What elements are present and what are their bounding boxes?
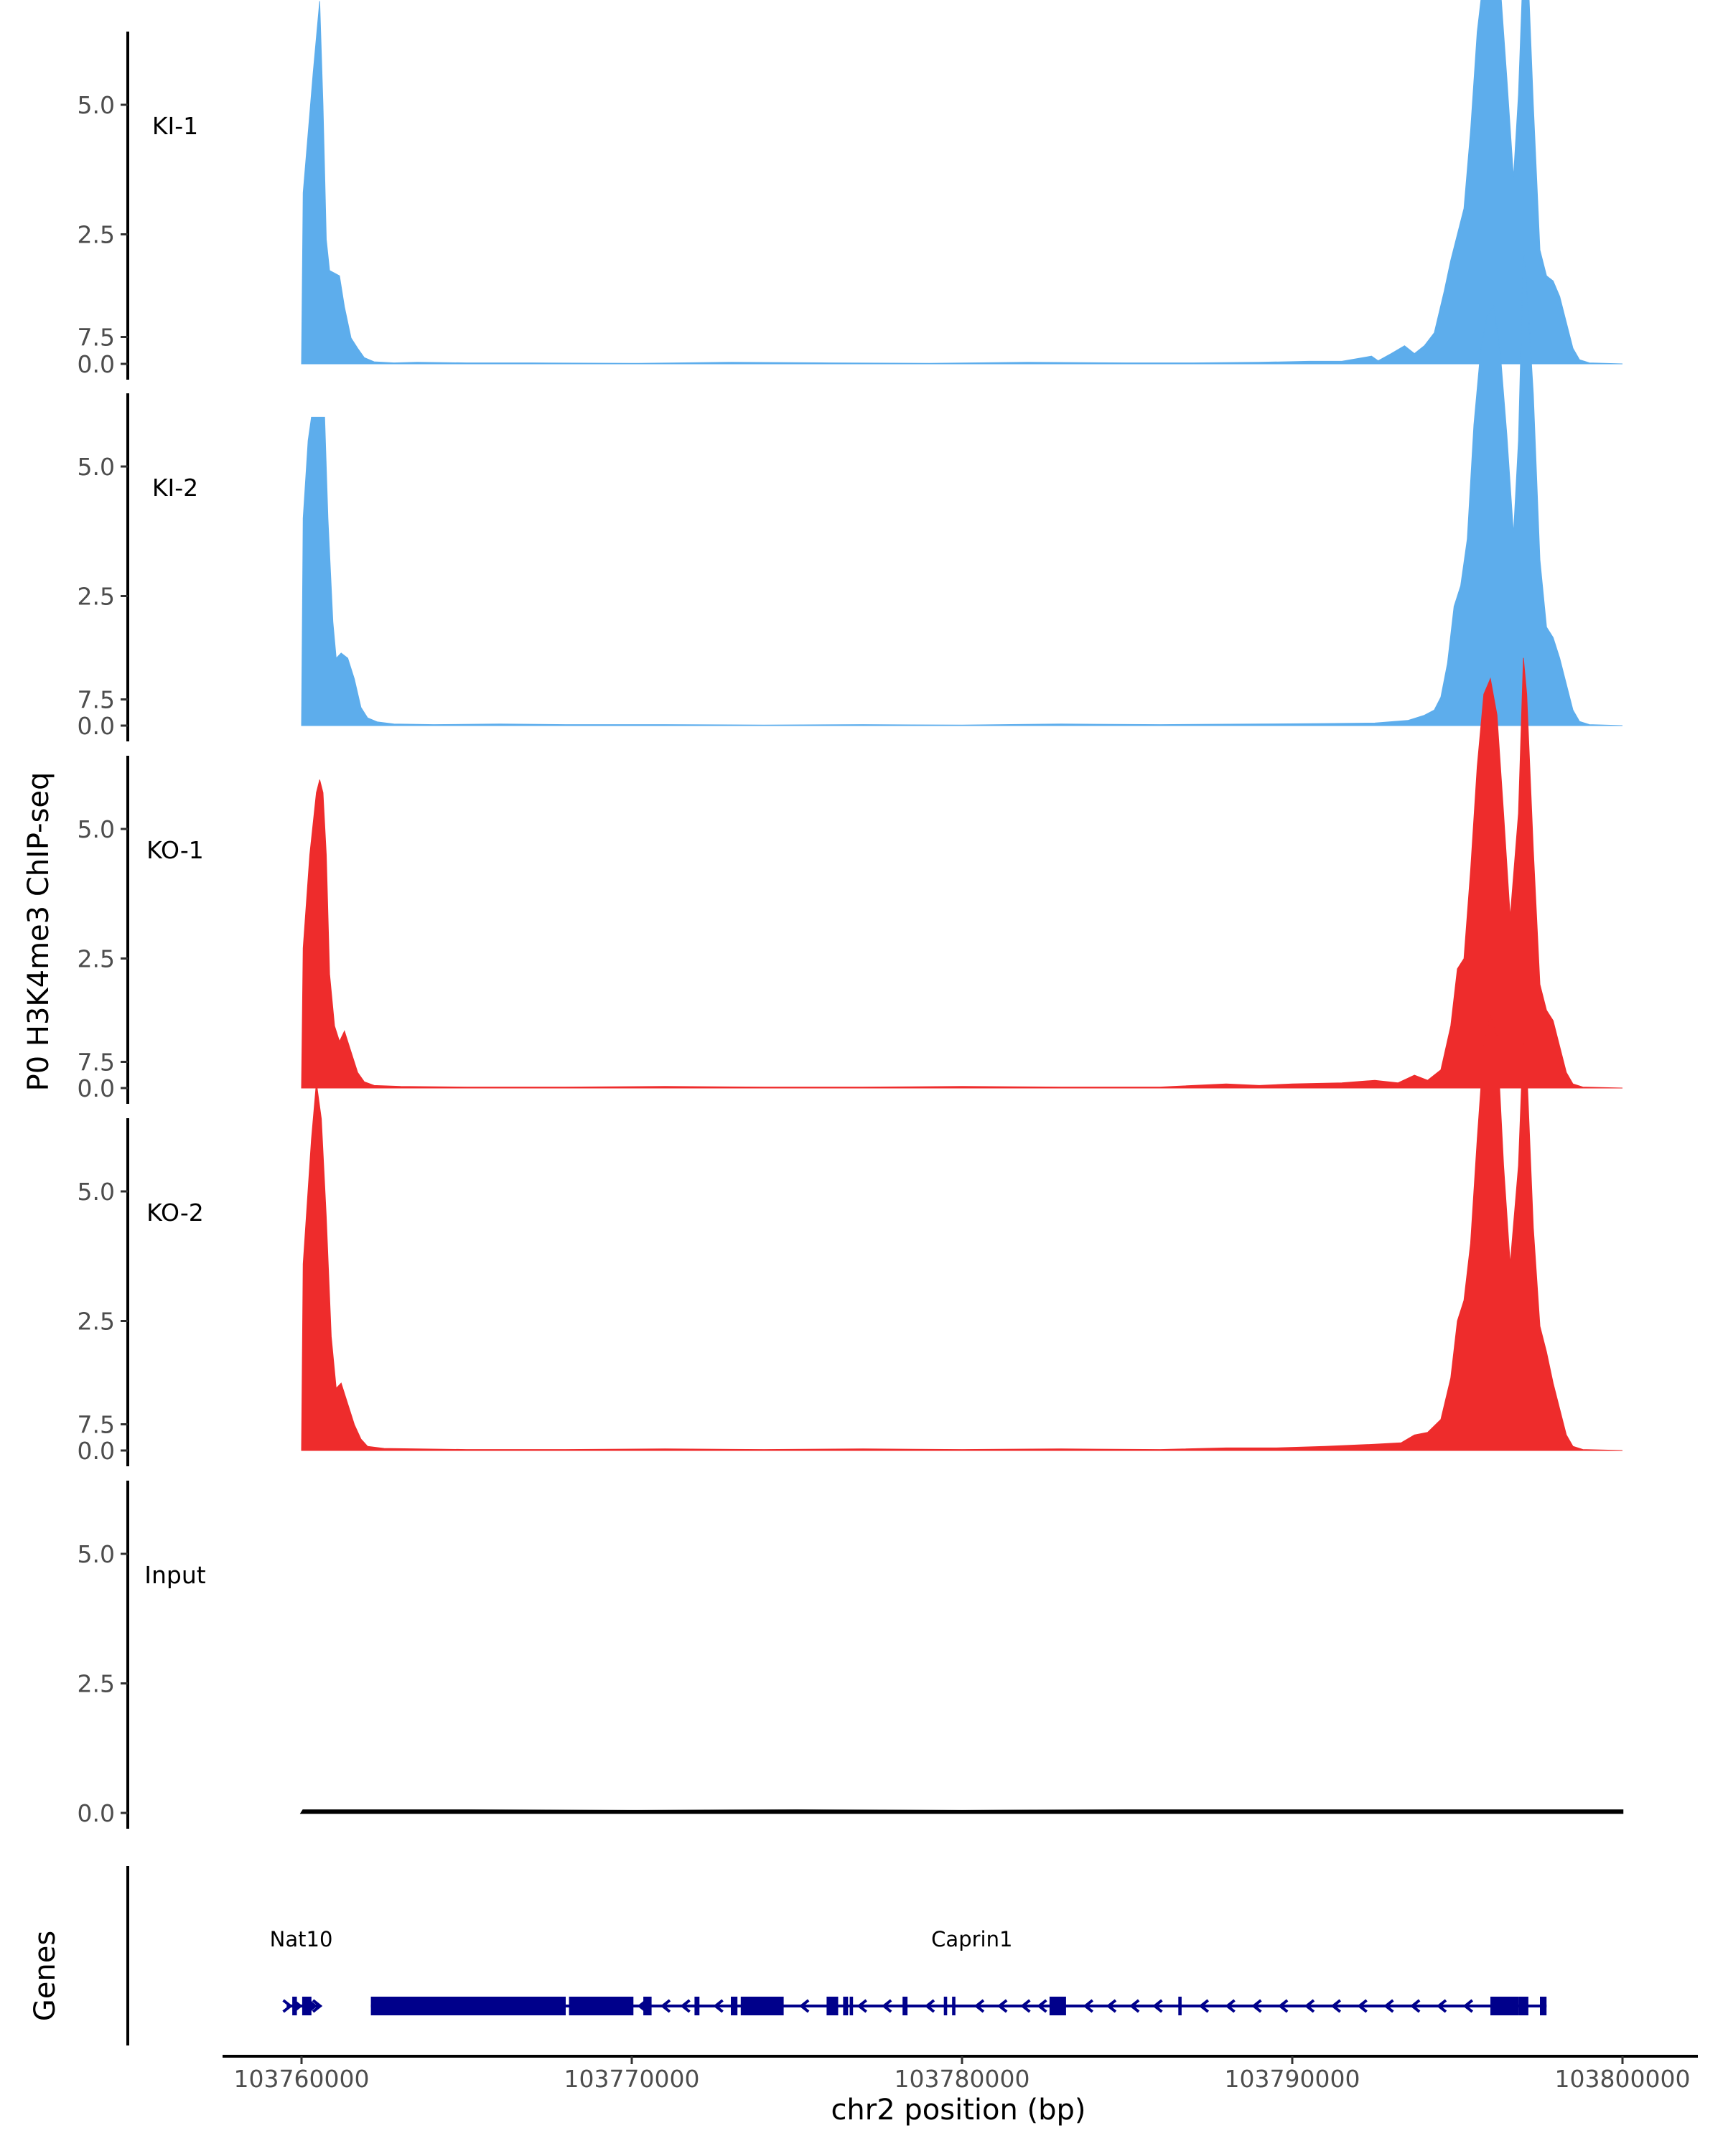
strand-arrow bbox=[713, 1999, 724, 2013]
y-tick-label: 2.5 bbox=[78, 1308, 115, 1336]
gene-exon bbox=[943, 1997, 948, 2015]
y-tick-label: 7.5 bbox=[78, 686, 115, 714]
strand-arrow bbox=[1304, 1999, 1315, 2013]
gene-exon bbox=[569, 1997, 634, 2015]
gene-exon bbox=[643, 1997, 652, 2015]
y-tick-label: 0.0 bbox=[78, 1437, 115, 1465]
strand-arrow bbox=[1020, 1999, 1031, 2013]
y-tick-label: 2.5 bbox=[78, 945, 115, 973]
gene-exon bbox=[370, 1997, 500, 2015]
coverage-area-ki-1 bbox=[301, 0, 1623, 365]
strand-arrow bbox=[924, 1999, 935, 2013]
gene-name-label: Caprin1 bbox=[931, 1927, 1012, 1951]
genes-track-title: Genes bbox=[29, 1931, 62, 2021]
x-axis: chr2 position (bp) 103760000 103770000 103… bbox=[223, 2055, 1698, 2127]
strand-arrow bbox=[1330, 1999, 1342, 2013]
y-tick-label: 2.5 bbox=[78, 583, 115, 611]
strand-arrow bbox=[1198, 1999, 1210, 2013]
gene-exon bbox=[731, 1997, 738, 2015]
strand-arrow bbox=[1083, 1999, 1094, 2013]
strand-arrow bbox=[1106, 1999, 1117, 2013]
y-tick-label: 5.0 bbox=[78, 1178, 115, 1206]
y-tick-label: 0.0 bbox=[78, 350, 115, 378]
gene-exon bbox=[292, 1997, 297, 2015]
gene-exon bbox=[952, 1997, 956, 2015]
track-label: KO-2 bbox=[146, 1199, 204, 1227]
track-panel-ki-1: 0.0 2.5 5.0 7.5 KI-1 bbox=[78, 0, 1623, 380]
strand-arrow bbox=[856, 1999, 867, 2013]
gene-exon bbox=[1049, 1997, 1066, 2015]
y-tick-label: 2.5 bbox=[78, 221, 115, 249]
coverage-area-ko-2 bbox=[301, 1013, 1623, 1451]
strand-arrow bbox=[1152, 1999, 1163, 2013]
track-label: KO-1 bbox=[146, 836, 204, 864]
y-tick-label: 5.0 bbox=[78, 815, 115, 843]
strand-arrow bbox=[1277, 1999, 1289, 2013]
strand-arrow bbox=[660, 1999, 671, 2013]
coverage-area-input bbox=[299, 1809, 1624, 1814]
y-tick-label: 5.0 bbox=[78, 453, 115, 481]
strand-arrow bbox=[292, 1999, 303, 2013]
strand-arrow bbox=[282, 1999, 293, 2013]
strand-arrow bbox=[881, 1999, 892, 2013]
y-tick-label: 0.0 bbox=[78, 1074, 115, 1102]
x-tick-label: 103760000 bbox=[234, 2065, 370, 2093]
track-panel-ko-2: 0.0 2.5 5.0 7.5 KO-2 bbox=[78, 1013, 1623, 1466]
strand-arrow bbox=[1409, 1999, 1421, 2013]
strand-arrow bbox=[1251, 1999, 1262, 2013]
gene-exon bbox=[302, 1997, 312, 2015]
x-axis-title: chr2 position (bp) bbox=[831, 2094, 1085, 2127]
gene-exon bbox=[826, 1997, 839, 2015]
y-tick-label: 5.0 bbox=[78, 91, 115, 119]
y-tick-label: 0.0 bbox=[78, 1799, 115, 1827]
coverage-tracks: 0.0 2.5 5.0 7.5 KI-1 0.0 2.5 5.0 7.5 KI-2 0.0 2.5 5.… bbox=[78, 0, 1624, 1829]
strand-arrow bbox=[312, 1999, 323, 2013]
gene-exon bbox=[1518, 1997, 1528, 2015]
strand-arrow bbox=[996, 1999, 1008, 2013]
track-label: KI-2 bbox=[152, 474, 198, 502]
y-tick-label: 7.5 bbox=[78, 324, 115, 352]
gene-exon bbox=[843, 1997, 849, 2015]
strand-arrow bbox=[1037, 1999, 1047, 2013]
strand-arrow bbox=[1129, 1999, 1140, 2013]
strand-arrow bbox=[637, 1999, 648, 2013]
y-tick-label: 7.5 bbox=[78, 1049, 115, 1077]
gene-exon bbox=[849, 1997, 854, 2015]
coverage-area-ki-2 bbox=[301, 248, 1623, 726]
strand-arrow bbox=[680, 1999, 691, 2013]
strand-arrow bbox=[1383, 1999, 1394, 2013]
gene-exon bbox=[1490, 1997, 1519, 2015]
gene-name-label: Nat10 bbox=[270, 1927, 333, 1951]
strand-arrow bbox=[307, 1999, 318, 2013]
gene-annotation-track: Genes Nat10 Caprin1 bbox=[29, 1866, 1547, 2045]
strand-arrow bbox=[1225, 1999, 1236, 2013]
strand-arrow bbox=[973, 1999, 985, 2013]
x-tick-label: 103800000 bbox=[1555, 2065, 1691, 2093]
x-tick-label: 103780000 bbox=[895, 2065, 1030, 2093]
y-tick-label: 2.5 bbox=[78, 1670, 115, 1698]
y-tick-label: 7.5 bbox=[78, 1411, 115, 1439]
y-tick-label: 5.0 bbox=[78, 1540, 115, 1568]
x-tick-label: 103770000 bbox=[564, 2065, 700, 2093]
gene-exon bbox=[694, 1997, 700, 2015]
y-axis-title: P0 H3K4me3 ChIP-seq bbox=[22, 772, 55, 1092]
strand-arrow bbox=[798, 1999, 810, 2013]
track-panel-input: 0.0 2.5 5.0 7.5 Input bbox=[78, 1411, 1624, 1829]
y-tick-label: 0.0 bbox=[78, 712, 115, 740]
gene-exon bbox=[740, 1997, 784, 2015]
gene-exon bbox=[902, 1997, 908, 2015]
strand-arrow bbox=[1357, 1999, 1368, 2013]
gene-exon bbox=[1540, 1997, 1547, 2015]
x-tick-label: 103790000 bbox=[1225, 2065, 1360, 2093]
strand-arrow bbox=[1462, 1999, 1474, 2013]
track-label: KI-1 bbox=[152, 112, 198, 140]
gene-caprin1: Caprin1 bbox=[370, 1927, 1547, 2015]
gene-nat10: Nat10 bbox=[270, 1927, 333, 2015]
gene-exon bbox=[1178, 1997, 1182, 2015]
gene-exon bbox=[500, 1997, 566, 2015]
track-label: Input bbox=[144, 1561, 206, 1589]
strand-arrow bbox=[1436, 1999, 1447, 2013]
